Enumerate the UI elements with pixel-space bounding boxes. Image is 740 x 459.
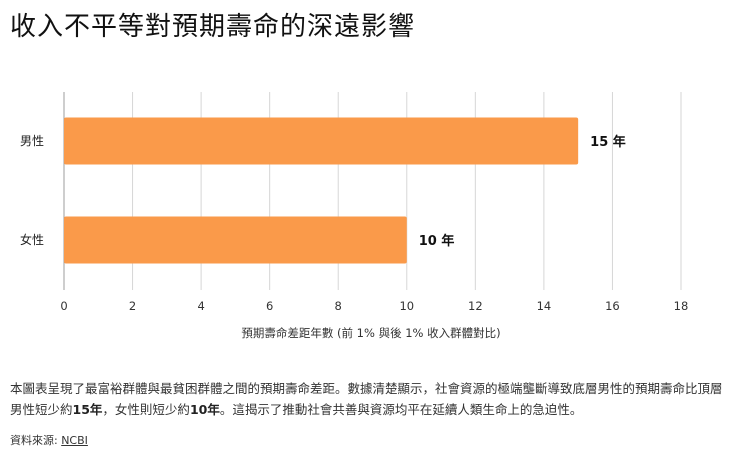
x-tick-label-0: 0 xyxy=(60,299,67,313)
x-tick-label-10: 10 xyxy=(399,299,414,313)
category-label-1: 女性 xyxy=(20,232,44,247)
value-label-1: 10 年 xyxy=(419,233,455,249)
x-tick-label-16: 16 xyxy=(605,299,620,313)
caption-female-years: 10年 xyxy=(189,402,220,417)
x-axis-label: 預期壽命差距年數 (前 1% 與後 1% 收入群體對比) xyxy=(241,326,500,340)
caption-text-2: ，女性則短少約 xyxy=(102,402,190,417)
caption-male-years: 15年 xyxy=(72,402,103,417)
caption-text-3: 。這揭示了推動社會共善與資源均平在延續人類生命上的急迫性。 xyxy=(219,402,583,417)
source-label: 資料來源: xyxy=(10,434,62,447)
chart-bars xyxy=(64,117,579,264)
x-tick-label-14: 14 xyxy=(537,299,552,313)
value-label-0: 15 年 xyxy=(590,134,626,150)
chart-caption: 本圖表呈現了最富裕群體與最貧困群體之間的預期壽命差距。數據清楚顯示，社會資源的極… xyxy=(10,378,732,420)
category-label-0: 男性 xyxy=(20,134,44,148)
x-axis-ticks: 0 2 4 6 8 10 12 14 16 18 xyxy=(60,299,688,313)
x-tick-label-12: 12 xyxy=(468,299,483,313)
x-tick-label-6: 6 xyxy=(266,299,273,313)
source-link[interactable]: NCBI xyxy=(61,434,88,447)
x-tick-label-2: 2 xyxy=(129,299,136,313)
x-tick-label-4: 4 xyxy=(197,299,204,313)
caption-text-1: 本圖表呈現了最富裕群體與最貧困群體之間的預期壽命差距。數據清楚顯示，社會資源的極… xyxy=(10,381,723,417)
page-title: 收入不平等對預期壽命的深遠影響 xyxy=(10,12,416,42)
bar-0 xyxy=(64,117,579,165)
source-line: 資料來源: NCBI xyxy=(10,432,88,448)
bar-1 xyxy=(64,216,407,264)
value-labels: 15 年 10 年 xyxy=(419,134,626,249)
x-tick-label-18: 18 xyxy=(674,299,689,313)
x-tick-label-8: 8 xyxy=(335,299,342,313)
